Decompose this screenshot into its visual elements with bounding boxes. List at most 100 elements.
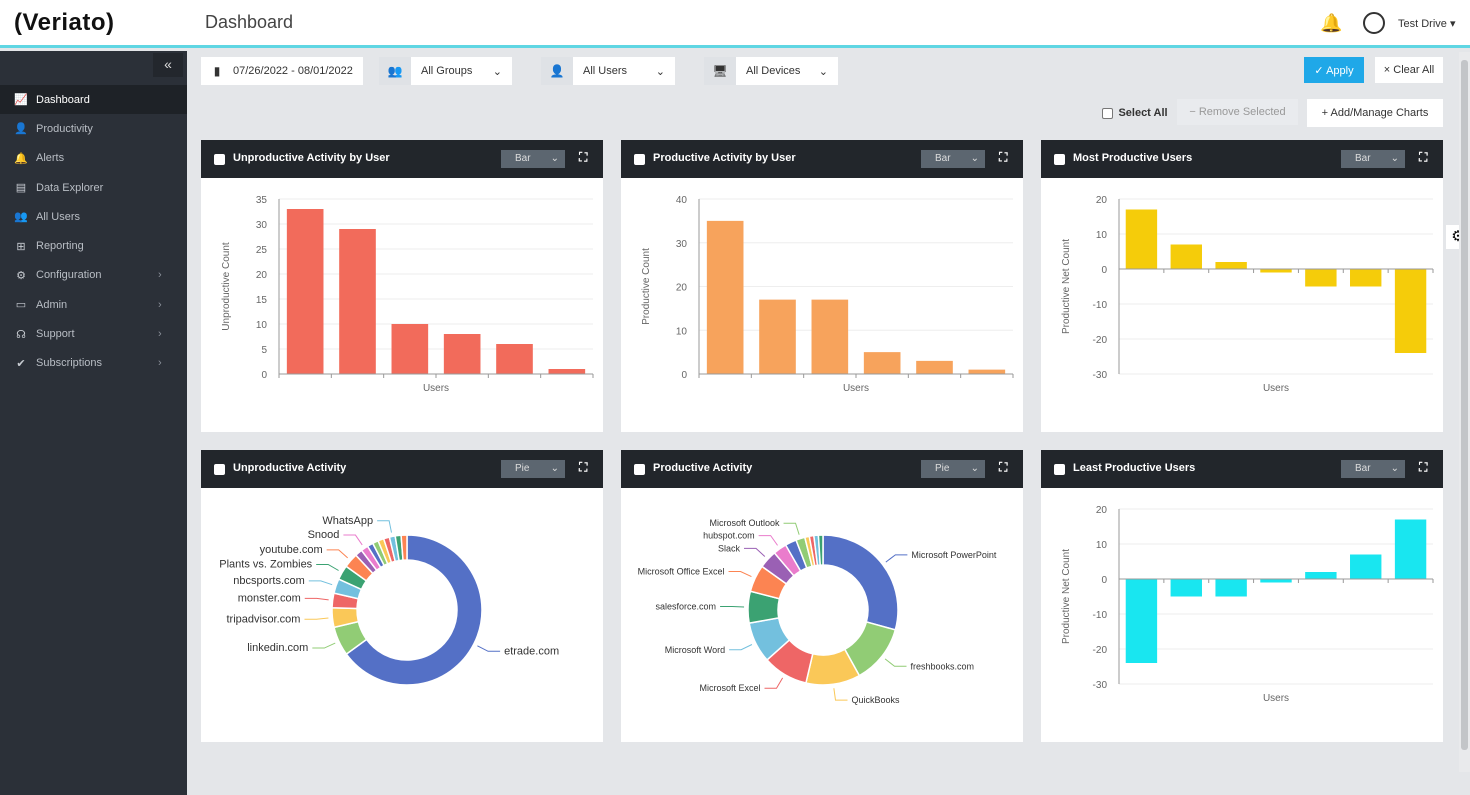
bar[interactable]: [1260, 269, 1292, 273]
slice-label: monster.com: [238, 592, 301, 604]
expand-icon[interactable]: ⛶: [1419, 460, 1428, 474]
sidebar-item-subscriptions[interactable]: ✔ Subscriptions ›: [0, 349, 187, 378]
bell-icon[interactable]: 🔔: [1320, 13, 1343, 33]
panel-checkbox[interactable]: [214, 464, 225, 475]
y-axis-label: Unproductive Count: [221, 242, 232, 331]
chart-type-select[interactable]: Bar ⌄: [1341, 150, 1405, 168]
sidebar-item-label: Configuration: [36, 269, 102, 282]
bar[interactable]: [1170, 244, 1202, 270]
panel-checkbox[interactable]: [214, 154, 225, 165]
bar[interactable]: [916, 360, 953, 374]
bar[interactable]: [1350, 269, 1382, 287]
chart-type-select[interactable]: Bar ⌄: [1341, 460, 1405, 478]
pie-slice[interactable]: [822, 534, 899, 631]
pie-slice[interactable]: [817, 534, 824, 566]
bar[interactable]: [1394, 519, 1427, 580]
sidebar-item-dashboard[interactable]: 📈 Dashboard: [0, 85, 187, 115]
y-tick-label: 0: [1101, 575, 1107, 586]
slice-label: Microsoft PowerPoint: [911, 550, 997, 560]
sidebar-item-reporting[interactable]: ⊞ Reporting: [0, 231, 187, 260]
leader-line: [377, 520, 392, 533]
panel-checkbox[interactable]: [1054, 464, 1065, 475]
panel-checkbox[interactable]: [1054, 154, 1065, 165]
groups-dropdown[interactable]: 👥 All Groups ⌄: [379, 57, 512, 85]
sidebar-item-support[interactable]: ☊ Support ›: [0, 319, 187, 348]
sidebar-item-admin[interactable]: ▭ Admin ›: [0, 290, 187, 319]
panel-header: Most Productive Users Bar ⌄ ⛶: [1041, 140, 1443, 178]
panel-title: Unproductive Activity: [233, 462, 347, 474]
slice-label: salesforce.com: [656, 602, 717, 612]
sidebar-item-configuration[interactable]: ⚙ Configuration ›: [0, 261, 187, 290]
bar[interactable]: [1260, 579, 1292, 583]
chart-type-select[interactable]: Bar ⌄: [921, 150, 985, 168]
pie-slice[interactable]: [345, 534, 483, 686]
y-tick-label: 20: [256, 270, 268, 281]
bar[interactable]: [1305, 269, 1337, 287]
chart-type-select[interactable]: Pie ⌄: [921, 460, 985, 478]
chart-panel: Most Productive Users Bar ⌄ ⛶ -30 -20 -10 0 10…: [1041, 140, 1443, 432]
bar[interactable]: [1215, 262, 1247, 269]
slice-label: hubspot.com: [703, 531, 755, 541]
chart-svg: etrade.com linkedin.com tripadvisor.com mon…: [219, 515, 559, 686]
bar[interactable]: [1350, 554, 1382, 580]
bar[interactable]: [863, 352, 901, 374]
leader-line: [326, 549, 348, 559]
bar[interactable]: [1170, 579, 1202, 597]
expand-icon[interactable]: ⛶: [999, 460, 1008, 474]
pie-slice[interactable]: [400, 534, 408, 561]
chart-type-value: Bar: [515, 153, 531, 164]
y-tick-label: 35: [256, 195, 268, 206]
leader-line: [833, 688, 848, 701]
slice-label: etrade.com: [504, 645, 559, 657]
expand-icon[interactable]: ⛶: [579, 150, 588, 164]
users-dropdown[interactable]: 👤 All Users ⌄: [541, 57, 675, 85]
bar[interactable]: [496, 344, 533, 374]
bar[interactable]: [1394, 269, 1427, 353]
chart-type-select[interactable]: Bar ⌄: [501, 150, 565, 168]
slice-label: linkedin.com: [247, 642, 308, 654]
panel-checkbox[interactable]: [634, 154, 645, 165]
bar[interactable]: [1125, 209, 1158, 270]
bar[interactable]: [339, 229, 376, 374]
y-tick-label: -10: [1093, 610, 1108, 621]
bar[interactable]: [968, 369, 1006, 374]
expand-icon[interactable]: ⛶: [999, 150, 1008, 164]
clear-all-button[interactable]: × Clear All: [1375, 57, 1443, 83]
bar[interactable]: [286, 209, 324, 374]
checkbox-icon: [1102, 107, 1114, 119]
date-range-picker[interactable]: ▮ 07/26/2022 - 08/01/2022: [201, 57, 363, 85]
devices-dropdown[interactable]: 🖥 All Devices ⌄: [704, 57, 838, 85]
bar[interactable]: [443, 334, 481, 374]
collapse-sidebar-button[interactable]: «: [153, 53, 183, 77]
bar[interactable]: [1125, 579, 1158, 663]
panel-checkbox[interactable]: [634, 464, 645, 475]
sidebar-item-all-users[interactable]: 👥 All Users: [0, 202, 187, 231]
bar[interactable]: [548, 369, 586, 374]
bar[interactable]: [811, 299, 849, 374]
bar[interactable]: [759, 299, 796, 374]
scrollbar-thumb[interactable]: [1461, 60, 1468, 750]
slice-label: Microsoft Outlook: [710, 518, 781, 528]
select-all-checkbox[interactable]: Select All: [1100, 100, 1170, 126]
chart-type-select[interactable]: Pie ⌄: [501, 460, 565, 478]
bar[interactable]: [1305, 572, 1337, 579]
leader-line: [316, 564, 339, 571]
sidebar-item-productivity[interactable]: 👤 Productivity: [0, 114, 187, 143]
bar[interactable]: [1215, 579, 1247, 597]
bar[interactable]: [706, 220, 744, 374]
add-manage-charts-button[interactable]: + Add/Manage Charts: [1307, 99, 1443, 127]
remove-selected-button[interactable]: − Remove Selected: [1177, 99, 1298, 125]
expand-icon[interactable]: ⛶: [579, 460, 588, 474]
sidebar-nav: 📈 Dashboard 👤 Productivity 🔔 Alerts ▤ Data Expl…: [0, 85, 187, 378]
user-menu[interactable]: Test Drive ▾: [1398, 18, 1456, 30]
chart-panel: Least Productive Users Bar ⌄ ⛶ -30 -20 -10 0 1…: [1041, 450, 1443, 742]
groups-value: All Groups: [421, 65, 473, 77]
user-avatar-icon[interactable]: [1363, 12, 1385, 34]
panel-title: Productive Activity: [653, 462, 753, 474]
veriato-logo[interactable]: (Veriato): [14, 9, 115, 36]
sidebar-item-alerts[interactable]: 🔔 Alerts: [0, 144, 187, 173]
sidebar-item-data-explorer[interactable]: ▤ Data Explorer: [0, 173, 187, 202]
bar[interactable]: [391, 324, 429, 374]
apply-button[interactable]: ✓ Apply: [1304, 57, 1364, 83]
expand-icon[interactable]: ⛶: [1419, 150, 1428, 164]
